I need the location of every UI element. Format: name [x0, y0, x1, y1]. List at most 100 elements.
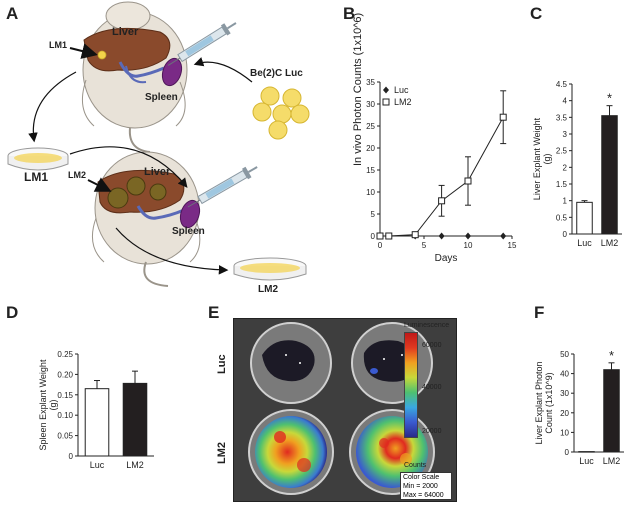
b-point-lm2: [499, 113, 507, 121]
b-point-lm2: [411, 231, 419, 239]
b-ylabel-text: In vivo Photon Counts (1x10^6): [352, 12, 364, 166]
dish1-label: LM1: [24, 170, 48, 184]
arrow-mouse-to-dish1: [28, 71, 77, 143]
colorbar: [404, 332, 418, 438]
f-ytick-label: 30: [560, 389, 569, 398]
b-ytick-label: 20: [366, 144, 375, 153]
c-bar: [576, 201, 593, 235]
arrow-dish1-to-mouse2: [69, 146, 188, 188]
f-category-label: LM2: [603, 456, 621, 466]
line-chart-b: 0 5 10 15 20 25 30 35 0 5 10 15 Days Luc LM2: [366, 78, 517, 264]
c-category-label: LM2: [601, 238, 619, 248]
c-category-label: Luc: [577, 238, 592, 248]
liver-label-bottom: Liver: [144, 166, 171, 178]
f-ytick-label: 50: [560, 350, 569, 359]
b-xlabel: Days: [435, 253, 458, 264]
b-ytick-label: 15: [366, 166, 375, 175]
b-point-lm2: [385, 232, 393, 240]
d-bar: [122, 382, 148, 457]
panel-label-e: E: [208, 303, 220, 322]
cells-label: Be(2)C Luc: [250, 68, 303, 79]
d-category-label: LM2: [126, 460, 144, 470]
metastasis-lm1: [97, 50, 107, 60]
c-ytick-label: 4.5: [556, 80, 568, 89]
spleen-shape-top: [161, 57, 183, 87]
c-ytick-label: 1.5: [556, 180, 568, 189]
b-point-lm2: [464, 177, 472, 185]
d-ylabel: Spleen Explant Weight: [38, 359, 48, 450]
spleen-label-top: Spleen: [145, 92, 178, 103]
b-xtick-label: 15: [508, 241, 517, 250]
c-ylabel: Liver Explant Weight: [532, 117, 542, 200]
cell-cluster-icon: [252, 86, 310, 140]
row-label-luc: Luc: [216, 354, 228, 374]
d-ytick-label: 0: [69, 452, 74, 461]
f-bar: [578, 451, 595, 453]
f-ytick-label: 0: [565, 448, 570, 457]
panel-label-a: A: [6, 4, 19, 23]
colorbar-tick-40000: 40000: [422, 384, 442, 391]
syringe-top-icon: [167, 22, 237, 66]
mouse-bottom-illustration: [91, 151, 201, 287]
signal-lm2-1: [255, 416, 327, 488]
b-ytick-label: 5: [371, 210, 376, 219]
b-legend-marker: [383, 86, 389, 94]
arrow-cells-to-mouse: [193, 57, 253, 83]
d-category-label: Luc: [90, 460, 105, 470]
bar-chart-c: 0 0.5 1 1.5 2 2.5 3 3.5 4 4.5 Luc LM2 * Liver Explant…: [532, 80, 622, 248]
d-ytick-label: 0.25: [57, 350, 73, 359]
f-ylabel: Liver Explant Photon: [534, 361, 544, 444]
b-ytick-label: 10: [366, 188, 375, 197]
panel-label-c: C: [530, 4, 543, 23]
metastasis-lm2-1: [107, 187, 129, 209]
b-point-luc: [500, 232, 507, 240]
bar-chart-d: 0 0.05 0.10 0.15 0.20 0.25 Luc LM2 Spleen Explan…: [38, 350, 154, 470]
metastasis-lm2-3: [149, 183, 167, 201]
mouse-top-illustration: [81, 1, 188, 153]
colorbar-title: Luminescence: [404, 322, 450, 329]
colorbar-units: Counts: [404, 462, 427, 469]
f-ylabel: Count (1x10^9): [544, 372, 554, 433]
f-bar: [603, 369, 620, 453]
b-point-lm2: [438, 197, 446, 205]
b-point-luc: [465, 232, 471, 240]
panel-label-b: B: [343, 4, 356, 23]
d-ytick-label: 0.10: [57, 411, 73, 420]
syringe-bottom-icon: [187, 166, 258, 208]
liver-label-top: Liver: [112, 26, 139, 38]
metastasis-lm2-2: [126, 176, 146, 196]
b-xtick-label: 5: [422, 241, 427, 250]
b-ytick-label: 30: [366, 100, 375, 109]
petri-dish-lm1-icon: [7, 147, 69, 171]
f-significance-mark: *: [609, 348, 614, 363]
spleen-shape-bottom: [179, 199, 201, 229]
spleen-label-bottom: Spleen: [172, 226, 205, 237]
c-significance-mark: *: [607, 91, 612, 106]
panel-label-d: D: [6, 303, 19, 322]
f-ytick-label: 20: [560, 409, 569, 418]
c-ytick-label: 2.5: [556, 147, 568, 156]
schematic-illustration: [7, 1, 310, 287]
f-category-label: Luc: [579, 456, 594, 466]
row-label-lm2: LM2: [216, 442, 228, 464]
liver-shape-top: [83, 27, 171, 72]
color-scale-label: Color Scale: [403, 474, 440, 481]
d-ytick-label: 0.20: [57, 370, 73, 379]
color-scale-min: Min = 2000: [403, 483, 438, 490]
lm2-arrow-label: LM2: [68, 170, 86, 180]
b-point-lm2: [376, 232, 384, 240]
d-ylabel: (g): [48, 399, 58, 410]
d-bar: [84, 388, 110, 457]
dish2-label: LM2: [258, 284, 278, 295]
f-ytick-label: 10: [560, 428, 569, 437]
b-point-luc: [438, 232, 445, 240]
f-ytick-label: 40: [560, 370, 569, 379]
b-series-line-lm2: [380, 116, 504, 237]
b-ylabel: In vivo Photon Counts (1x10^6): [352, 13, 364, 166]
colorbar-tick-20000: 20000: [422, 428, 442, 435]
b-ytick-label: 0: [371, 232, 376, 241]
colorbar-tick-60000: 60000: [422, 342, 442, 349]
bar-chart-f: 0 10 20 30 40 50 Luc LM2 * Liver Explant Photon Co…: [534, 348, 624, 466]
arrow-lm2-pointer: [87, 177, 112, 192]
b-legend-label: Luc: [394, 85, 409, 95]
